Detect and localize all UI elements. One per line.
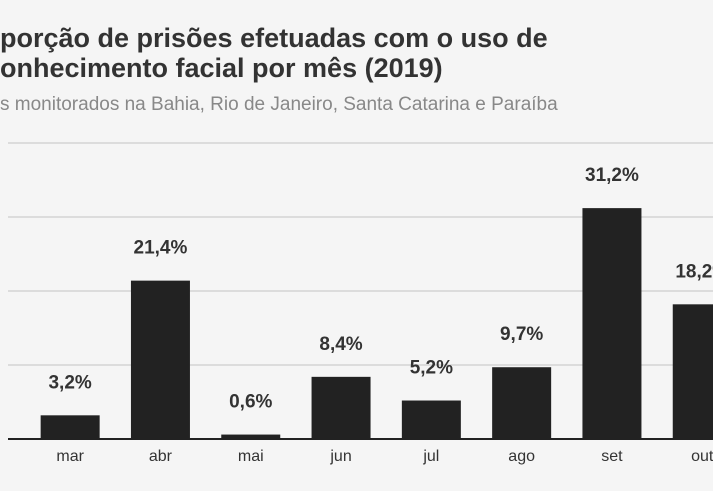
x-tick-label: out bbox=[691, 448, 713, 465]
x-tick-label: abr bbox=[149, 448, 173, 465]
bar bbox=[221, 434, 281, 439]
x-tick-label: jun bbox=[329, 448, 351, 465]
x-tick-label: set bbox=[601, 448, 623, 465]
x-tick-label: mar bbox=[56, 448, 84, 465]
value-label: 18,2% bbox=[675, 261, 713, 282]
bar bbox=[492, 367, 552, 439]
x-tick-label: mai bbox=[238, 448, 264, 465]
value-label: 3,2% bbox=[48, 372, 91, 393]
bar bbox=[672, 304, 713, 439]
value-label: 0,6% bbox=[229, 392, 272, 413]
bar bbox=[130, 280, 190, 439]
bar bbox=[311, 376, 371, 439]
value-label: 9,7% bbox=[500, 324, 543, 345]
x-tick-label: ago bbox=[508, 448, 535, 465]
x-tick-label: jul bbox=[422, 448, 439, 465]
chart-subtitle: s monitorados na Bahia, Rio de Janeiro, … bbox=[0, 94, 558, 115]
bar bbox=[401, 400, 461, 439]
value-label: 8,4% bbox=[319, 334, 362, 355]
chart-title: porção de prisões efetuadas com o uso de bbox=[0, 23, 548, 53]
value-label: 21,4% bbox=[134, 238, 188, 259]
chart-title: onhecimento facial por mês (2019) bbox=[0, 53, 443, 83]
value-label: 5,2% bbox=[410, 358, 453, 379]
bar bbox=[40, 415, 100, 439]
value-label: 31,2% bbox=[585, 165, 639, 186]
bar bbox=[582, 208, 642, 439]
